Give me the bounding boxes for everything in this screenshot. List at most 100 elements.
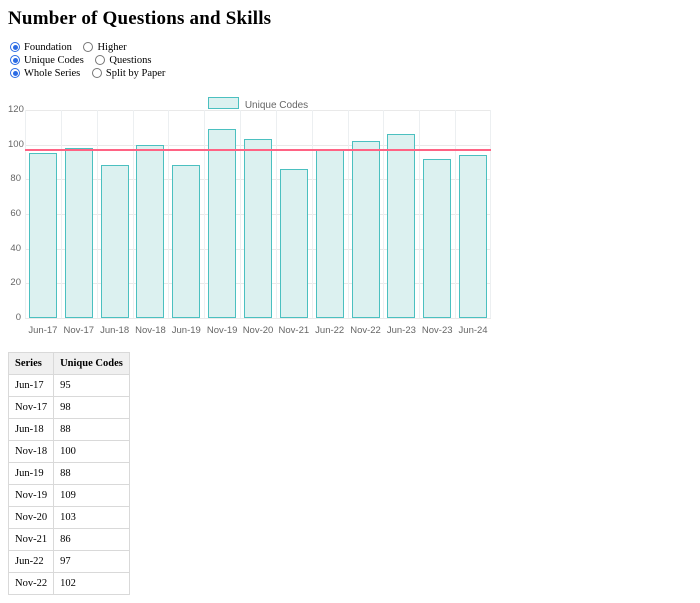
v-gridline — [490, 110, 491, 318]
tier-option-higher: Higher — [83, 42, 127, 53]
v-gridline — [275, 110, 277, 318]
table-cell: 100 — [53, 440, 130, 463]
x-axis-label: Nov-22 — [350, 325, 381, 336]
radio-split-by-paper[interactable] — [91, 68, 102, 78]
radio-split-by-paper-label: Split by Paper — [105, 68, 166, 79]
v-gridline — [240, 110, 242, 318]
bar — [423, 158, 452, 318]
table-cell: 98 — [53, 396, 130, 419]
table-cell: 88 — [53, 418, 130, 441]
radio-questions[interactable] — [95, 55, 106, 65]
y-axis-tick-label: 100 — [8, 138, 24, 150]
x-axis-label: Nov-21 — [278, 325, 310, 336]
bar — [136, 144, 165, 318]
scope-option-split-by-paper: Split by Paper — [91, 68, 166, 79]
y-axis-tick-label: 0 — [15, 312, 21, 323]
v-gridline — [311, 110, 313, 318]
x-axis-label: Jun-18 — [100, 325, 130, 336]
chart-legend[interactable]: Unique Codes — [25, 95, 491, 113]
table-row: Nov-17 98 — [7, 396, 130, 419]
bar-chart: Unique Codes 0 20 40 60 80 100 120 Jun-17 Nov-17… — [8, 90, 499, 340]
table-row: Nov-19 109 — [7, 484, 130, 507]
table-row: Nov-18 100 — [7, 440, 130, 463]
radio-questions-label: Questions — [109, 55, 152, 66]
y-axis-tick-label: 120 — [8, 104, 24, 115]
bar — [315, 149, 344, 318]
table-row: Jun-22 97 — [7, 550, 130, 573]
table-cell: Nov-19 — [7, 484, 55, 507]
radio-unique-codes[interactable] — [10, 55, 20, 65]
bar — [172, 165, 201, 318]
v-gridline — [204, 110, 206, 318]
metric-option-unique-codes: Unique Codes — [10, 55, 84, 66]
header-unique-codes: Unique Codes — [53, 352, 130, 375]
x-axis-label: Nov-18 — [135, 325, 166, 336]
y-axis-tick-label: 20 — [10, 277, 21, 289]
x-axis-label: Jun-19 — [171, 325, 201, 336]
table-row: Jun-19 88 — [7, 462, 130, 485]
table-row: Nov-21 86 — [7, 528, 130, 551]
table-cell: Jun-18 — [7, 418, 55, 441]
v-gridline — [168, 110, 170, 318]
radio-higher[interactable] — [83, 42, 94, 52]
control-panel: Foundation Higher Unique Codes Questions… — [8, 42, 692, 80]
h-gridline — [25, 318, 491, 319]
h-gridline — [25, 110, 491, 111]
x-axis-label: Nov-17 — [63, 325, 95, 336]
data-table-body: Jun-17 95 Nov-17 98 Jun-18 88 Nov-18 100 Jun-19 8… — [7, 374, 130, 595]
plot-area — [25, 110, 491, 319]
radio-whole-series-label: Whole Series — [24, 68, 81, 79]
v-gridline — [132, 110, 134, 318]
table-cell: 97 — [53, 550, 130, 573]
v-gridline — [347, 110, 349, 318]
table-cell: 88 — [53, 462, 130, 485]
bar — [100, 165, 129, 318]
table-cell: 86 — [53, 528, 130, 551]
radio-whole-series[interactable] — [10, 68, 20, 78]
metric-option-questions: Questions — [95, 55, 151, 66]
table-cell: Jun-17 — [7, 374, 55, 397]
metric-radio-group: Unique Codes Questions — [10, 55, 692, 67]
radio-foundation[interactable] — [10, 42, 20, 52]
table-cell: Jun-22 — [7, 550, 55, 573]
x-axis-label: Jun-23 — [386, 325, 416, 336]
v-gridline — [383, 110, 385, 318]
radio-unique-codes-label: Unique Codes — [24, 55, 84, 66]
bar — [279, 168, 308, 318]
bar — [244, 139, 272, 318]
legend-swatch — [207, 97, 239, 109]
v-gridline — [60, 110, 62, 318]
y-axis-tick-label: 80 — [10, 173, 21, 185]
x-axis-label: Nov-19 — [206, 325, 238, 336]
table-cell: 103 — [53, 506, 130, 529]
x-axis-label: Jun-24 — [458, 325, 488, 336]
v-gridline — [96, 110, 98, 318]
header-series: Series — [7, 352, 55, 375]
table-cell: 109 — [53, 484, 130, 507]
x-axis-label: Nov-23 — [421, 325, 453, 336]
x-axis-label: Jun-22 — [315, 325, 345, 336]
scope-radio-group: Whole Series Split by Paper — [10, 68, 692, 80]
table-cell: Jun-19 — [7, 462, 55, 485]
x-axis-label: Jun-17 — [28, 325, 58, 336]
bar — [64, 148, 93, 318]
v-gridline — [419, 110, 421, 318]
table-header-row: Series Unique Codes — [7, 352, 130, 375]
x-axis-label: Nov-20 — [242, 325, 274, 336]
y-axis-tick-label: 40 — [10, 242, 21, 254]
page-title: Number of Questions and Skills — [8, 8, 272, 29]
data-table: Series Unique Codes Jun-17 95 Nov-17 98 Jun-… — [7, 352, 130, 595]
table-cell: Nov-17 — [7, 396, 55, 419]
table-head: Series Unique Codes — [7, 352, 130, 375]
bar — [351, 141, 380, 318]
table-cell: Nov-20 — [7, 506, 55, 529]
tier-option-foundation: Foundation — [10, 42, 72, 53]
scope-option-whole-series: Whole Series — [10, 68, 80, 79]
table-row: Jun-18 88 — [7, 418, 130, 441]
y-axis-tick-label: 60 — [10, 208, 21, 219]
radio-higher-label: Higher — [97, 42, 127, 53]
table-cell: 95 — [53, 374, 130, 397]
table-cell: Nov-18 — [7, 440, 55, 463]
reference-line — [25, 149, 491, 152]
bar — [459, 155, 488, 318]
